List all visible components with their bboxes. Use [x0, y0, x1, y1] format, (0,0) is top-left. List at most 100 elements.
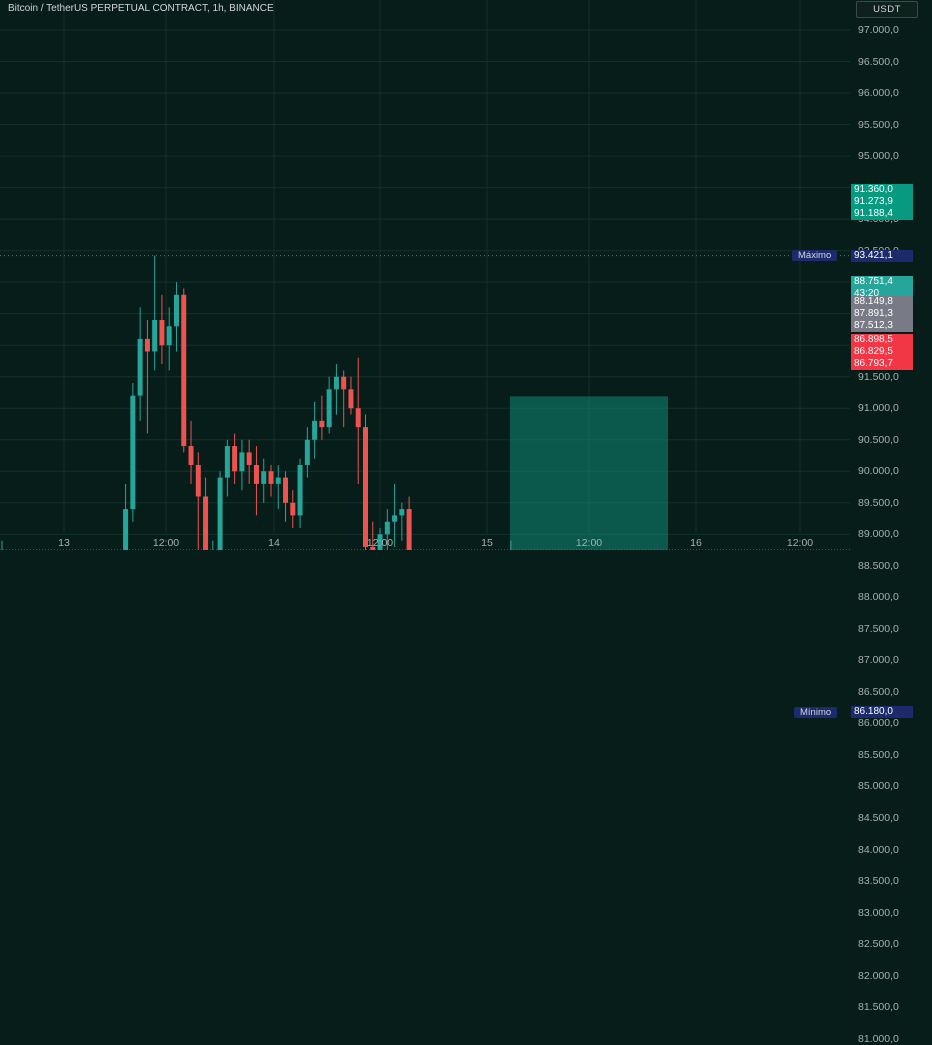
- candle: [173, 282, 179, 352]
- candle: [377, 528, 383, 550]
- candle: [275, 464, 281, 510]
- grid: [0, 0, 850, 535]
- candlestick-chart[interactable]: [0, 0, 932, 550]
- candle: [304, 427, 310, 478]
- candle: [370, 521, 376, 550]
- price-tick: 96.500,0: [858, 55, 899, 68]
- candle: [239, 439, 245, 491]
- candle: [290, 490, 296, 529]
- price-tick: 88.500,0: [858, 559, 899, 572]
- price-tick: 90.500,0: [858, 433, 899, 446]
- price-tick: 85.000,0: [858, 780, 899, 793]
- time-tick: 12:00: [152, 537, 180, 549]
- candle: [363, 414, 368, 550]
- time-tick: 12:00: [366, 537, 394, 549]
- candle-body: [283, 477, 289, 503]
- candle-body: [392, 515, 398, 522]
- candle-body: [377, 534, 383, 550]
- candle: [348, 376, 354, 415]
- price-tick: 91.000,0: [858, 402, 899, 415]
- candle: [188, 420, 194, 484]
- price-tick: 89.000,0: [858, 528, 899, 541]
- price-tick: 82.000,0: [858, 969, 899, 982]
- candle: [341, 370, 347, 428]
- price-tick: 90.000,0: [858, 465, 899, 478]
- stop-price-tag: 86.898,5: [851, 334, 913, 346]
- candle-body: [166, 326, 172, 346]
- candle-body: [159, 319, 165, 346]
- candle-body: [203, 496, 209, 550]
- candle: [326, 376, 332, 434]
- price-tick: 83.500,0: [858, 875, 899, 888]
- current-price-tag: 88.751,4: [851, 276, 913, 288]
- stop-price-tag: 86.829,5: [851, 346, 913, 358]
- candle: [123, 483, 129, 550]
- time-tick: 15: [481, 537, 493, 549]
- candle-body: [341, 376, 347, 390]
- target-zone[interactable]: [510, 396, 668, 550]
- candle: [144, 319, 150, 434]
- candle-body: [152, 319, 158, 352]
- candle-body: [297, 464, 303, 516]
- candle-body: [239, 452, 245, 472]
- min-price-tag: 86.180,0: [851, 706, 913, 719]
- candle: [246, 439, 252, 484]
- target-price-tag: 91.360,0: [851, 184, 913, 196]
- candle: [355, 357, 361, 484]
- max-price-tag: 93.421,1: [851, 249, 913, 262]
- price-tick: 96.000,0: [858, 87, 899, 100]
- candle-body: [406, 509, 412, 550]
- candle: [253, 446, 259, 516]
- chart-title: Bitcoin / TetherUS PERPETUAL CONTRACT, 1…: [8, 3, 274, 14]
- candle-body: [319, 420, 325, 428]
- stop-price-tag: 86.793,7: [851, 358, 913, 370]
- candle: [166, 307, 172, 371]
- candle: [217, 471, 223, 550]
- candle-body: [224, 446, 230, 478]
- candle: [268, 464, 274, 497]
- candle-body: [181, 294, 187, 447]
- candle-body: [326, 389, 332, 428]
- candle-body: [268, 471, 274, 484]
- price-tick: 84.000,0: [858, 843, 899, 856]
- candle-body: [137, 338, 143, 396]
- price-tick: 81.500,0: [858, 1001, 899, 1014]
- price-tick: 88.000,0: [858, 591, 899, 604]
- candle-body: [144, 338, 150, 352]
- price-tick: 83.000,0: [858, 906, 899, 919]
- candle-body: [355, 408, 361, 428]
- candle: [195, 452, 201, 550]
- price-tick: 91.500,0: [858, 370, 899, 383]
- target-price-tag: 91.188,4: [851, 208, 913, 220]
- time-tick: 14: [268, 537, 280, 549]
- time-tick: 12:00: [575, 537, 603, 549]
- candle: [261, 458, 267, 503]
- currency-button[interactable]: USDT: [856, 1, 918, 18]
- candle-body: [312, 420, 318, 440]
- candle-body: [130, 395, 136, 510]
- candle-body: [290, 502, 296, 516]
- candle: [181, 288, 187, 453]
- candles: [1, 255, 512, 550]
- candle-body: [348, 389, 354, 409]
- candle: [399, 502, 405, 541]
- price-tick: 95.000,0: [858, 150, 899, 163]
- candle-body: [217, 477, 223, 550]
- candle: [312, 401, 318, 459]
- target-price-tag: 91.273,9: [851, 196, 913, 208]
- candle: [283, 471, 289, 522]
- candle: [224, 439, 230, 497]
- long-position-tool[interactable]: [510, 396, 668, 550]
- candle-body: [173, 294, 179, 327]
- price-tick: 84.500,0: [858, 812, 899, 824]
- price-tick: 82.500,0: [858, 938, 899, 951]
- min-label: Mínimo: [794, 706, 838, 718]
- candle: [137, 307, 143, 421]
- time-tick: 13: [58, 537, 70, 549]
- candle-body: [188, 446, 194, 465]
- reference-lines: [0, 255, 850, 550]
- candle-body: [370, 546, 376, 550]
- candle: [392, 483, 398, 547]
- candle-body: [123, 509, 129, 550]
- time-tick: 16: [690, 537, 702, 549]
